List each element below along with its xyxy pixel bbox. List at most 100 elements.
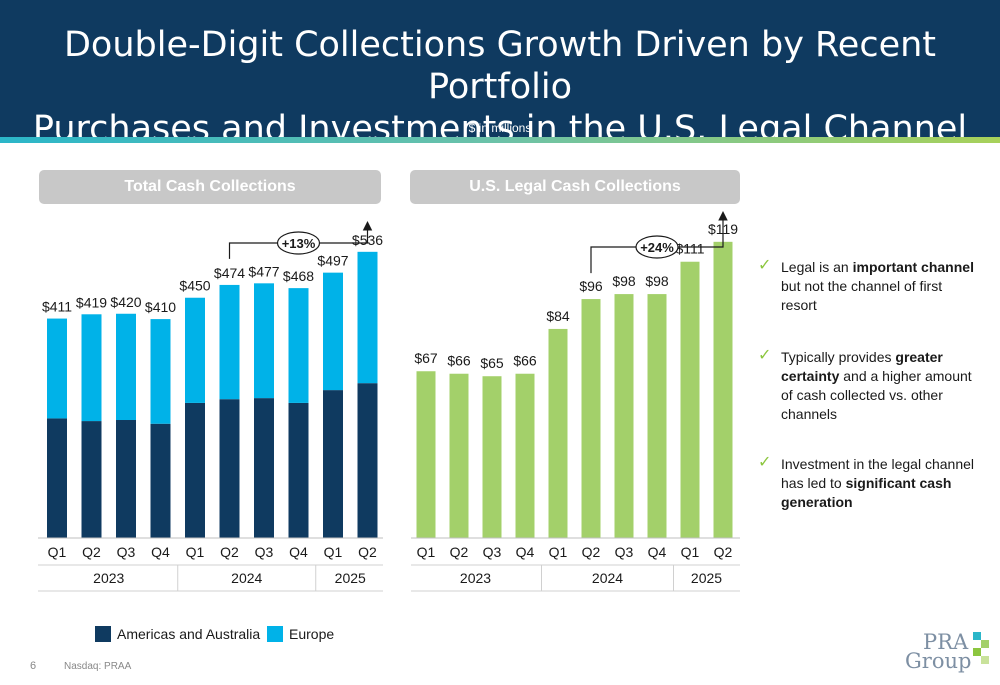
bar-americas-australia — [150, 423, 171, 538]
key-point-emphasis: greater certainty — [781, 349, 943, 384]
bar-europe — [116, 313, 136, 421]
total-value-label: $410 — [145, 299, 176, 315]
bar-legal — [680, 261, 700, 538]
total-value-label: $468 — [283, 268, 314, 284]
key-point-emphasis: significant cash generation — [781, 475, 952, 510]
bar-americas-australia — [288, 402, 309, 538]
quarter-tick-label: Q3 — [117, 544, 136, 560]
year-label: 2025 — [335, 570, 366, 586]
quarter-tick-label: Q2 — [582, 544, 601, 560]
legend-item-americas: Americas and Australia — [95, 624, 260, 644]
total-value-label: $450 — [179, 278, 210, 294]
year-label: 2023 — [460, 570, 491, 586]
total-value-label: $477 — [248, 263, 279, 279]
quarter-tick-label: Q1 — [417, 544, 436, 560]
collections-charts: $411 Q1 $419 Q2 $420 Q3 $410 Q4 $450 Q1 $474 Q2 $477… — [38, 211, 740, 592]
check-icon: ✓ — [758, 454, 772, 471]
bar-americas-australia — [254, 398, 274, 538]
quarter-tick-label: Q3 — [255, 544, 274, 560]
value-label: $96 — [579, 278, 603, 294]
total-value-label: $420 — [110, 294, 141, 310]
quarter-tick-label: Q4 — [648, 544, 667, 560]
bar-europe — [357, 251, 378, 384]
bar-europe — [323, 272, 343, 391]
bar-legal — [581, 299, 601, 538]
quarter-tick-label: Q1 — [48, 544, 67, 560]
bar-legal — [614, 294, 634, 538]
bar-legal — [713, 241, 733, 539]
quarter-tick-label: Q1 — [681, 544, 700, 560]
quarter-tick-label: Q1 — [186, 544, 205, 560]
growth-badge — [635, 235, 679, 259]
year-label: 2024 — [231, 570, 262, 586]
key-point-fragment: Investment in the legal channel has led … — [781, 456, 975, 491]
key-point-emphasis: important channel — [852, 259, 974, 275]
bar-americas-australia — [116, 420, 136, 538]
units-subtitle: $ in millions — [468, 121, 532, 135]
quarter-tick-label: Q1 — [324, 544, 343, 560]
growth-percent-label: +24% — [640, 240, 674, 255]
legend-item-europe: Europe — [267, 624, 334, 644]
quarter-tick-label: Q2 — [358, 544, 377, 560]
logo-text-line-2: Group — [905, 649, 972, 673]
bar-americas-australia — [357, 383, 378, 538]
value-label: $98 — [645, 273, 669, 289]
quarter-tick-label: Q4 — [151, 544, 170, 560]
bar-europe — [219, 284, 240, 400]
page-title-line-1: Double-Digit Collections Growth Driven b… — [63, 25, 937, 107]
bar-americas-australia — [81, 421, 102, 538]
bar-legal — [548, 328, 568, 538]
value-label: $98 — [612, 273, 636, 289]
bar-europe — [150, 319, 171, 424]
year-label: 2025 — [691, 570, 722, 586]
value-label: $66 — [447, 353, 471, 369]
bar-legal — [647, 294, 667, 538]
growth-badge — [276, 231, 321, 255]
bar-legal — [482, 376, 502, 538]
quarter-tick-label: Q2 — [450, 544, 469, 560]
quarter-tick-label: Q2 — [714, 544, 733, 560]
logo-square — [981, 640, 989, 648]
check-icon: ✓ — [758, 347, 772, 364]
value-label: $65 — [480, 355, 504, 371]
bar-europe — [81, 314, 102, 422]
legend-label-americas: Americas and Australia — [117, 626, 261, 642]
bar-americas-australia — [219, 399, 240, 538]
quarter-tick-label: Q2 — [220, 544, 239, 560]
quarter-tick-label: Q2 — [82, 544, 101, 560]
value-label: $111 — [675, 241, 704, 257]
growth-percent-label: +13% — [282, 236, 316, 251]
logo-square — [981, 656, 989, 664]
legend-label-europe: Europe — [289, 626, 335, 642]
value-label: $67 — [414, 350, 438, 366]
total-value-label: $497 — [317, 253, 348, 269]
quarter-tick-label: Q4 — [289, 544, 308, 560]
quarter-tick-label: Q3 — [615, 544, 634, 560]
bar-europe — [47, 318, 67, 419]
quarter-tick-label: Q1 — [549, 544, 568, 560]
bar-legal — [416, 371, 436, 538]
total-collections-panel-title: Total Cash Collections — [39, 170, 381, 204]
legend-swatch-europe — [267, 626, 283, 642]
value-label: $84 — [546, 308, 570, 324]
key-point-text: Typically provides greater certainty and… — [781, 348, 981, 424]
total-value-label: $411 — [42, 299, 72, 315]
legend-swatch-americas — [95, 626, 111, 642]
key-point-fragment: but not the channel of first resort — [781, 278, 943, 313]
bar-europe — [254, 283, 274, 399]
bar-legal — [515, 373, 535, 538]
bar-legal — [449, 373, 469, 538]
year-label: 2023 — [93, 570, 124, 586]
bar-americas-australia — [185, 402, 205, 538]
year-label: 2024 — [592, 570, 623, 586]
bar-americas-australia — [47, 418, 67, 538]
key-point-fragment: Typically provides — [781, 349, 896, 365]
logo-square — [973, 632, 981, 640]
key-point-text: Legal is an important channel but not th… — [781, 258, 981, 315]
quarter-tick-label: Q4 — [516, 544, 535, 560]
total-value-label: $419 — [76, 294, 107, 310]
logo-text-line-1: PRA — [923, 630, 969, 654]
key-point-fragment: Legal is an — [781, 259, 853, 275]
quarter-tick-label: Q3 — [483, 544, 502, 560]
legal-collections-panel-title: U.S. Legal Cash Collections — [410, 170, 740, 204]
